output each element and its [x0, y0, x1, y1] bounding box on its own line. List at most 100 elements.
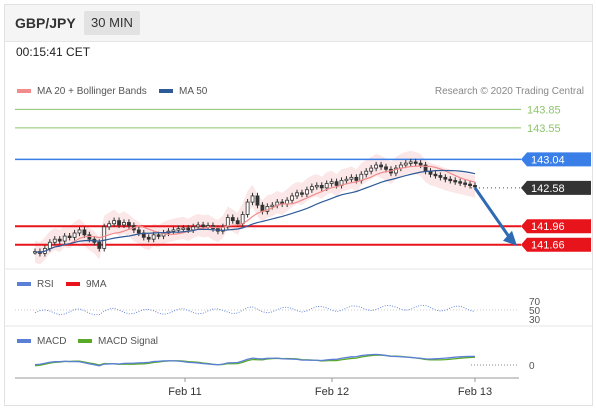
price-tags: 143.85 143.55 143.04 142.58 141.96 141.66 [521, 104, 591, 252]
candle-body [122, 222, 126, 226]
ma50-legend-swatch [159, 89, 173, 93]
candle-body [245, 201, 250, 215]
candle-body [433, 173, 438, 177]
candle-body [186, 227, 191, 231]
candle-body [295, 192, 299, 197]
candle-body [196, 224, 201, 228]
candle-body [112, 220, 117, 225]
candle-body [47, 241, 52, 249]
rsi-legend-swatch [17, 282, 31, 286]
candle-body [260, 204, 265, 212]
candle-body [473, 184, 477, 188]
candle-body [52, 238, 57, 243]
price-tag-141.96 [521, 219, 591, 234]
ma20-legend-label: MA 20 + Bollinger Bands [37, 86, 147, 97]
x-axis: Feb 11 Feb 12 Feb 13 [168, 378, 492, 398]
candle-body [309, 186, 314, 191]
macd-zero-label: 0 [529, 361, 535, 372]
candle-body [413, 161, 418, 164]
candle-body [290, 195, 294, 201]
timeframe-button[interactable]: 30 MIN [84, 11, 140, 35]
ma20-line [34, 165, 476, 254]
candle-body [374, 164, 379, 169]
candle-body [127, 222, 131, 226]
credit-text: Research © 2020 Trading Central [435, 86, 584, 97]
candle-body [97, 241, 102, 249]
forecast-arrow-shaft [473, 187, 511, 238]
candle-body [458, 181, 463, 184]
signal-legend-label: MACD Signal [98, 336, 158, 347]
candle-body [314, 184, 319, 188]
x-tick-label: Feb 13 [458, 386, 492, 398]
candle-body [418, 162, 423, 166]
candle-body [206, 225, 210, 228]
candle-body [146, 236, 151, 240]
header: GBP/JPY 30 MIN [5, 5, 592, 42]
macd-panel: 0 [34, 353, 535, 372]
ma9-legend-label: 9MA [86, 279, 107, 290]
candle-body [151, 234, 156, 240]
moving-averages [34, 165, 517, 254]
rsi-level-50: 50 [529, 306, 541, 317]
level-label-143.55: 143.55 [527, 123, 561, 135]
x-tick-label: Feb 12 [315, 386, 349, 398]
macd-line [34, 353, 476, 367]
candle-body [349, 176, 354, 180]
candle-body [201, 224, 205, 227]
candle-body [270, 204, 275, 208]
candle-body [72, 232, 77, 238]
candle-body [87, 234, 92, 240]
candle-body [344, 178, 349, 182]
candle-body [468, 183, 472, 187]
ma20-legend-swatch [17, 89, 31, 93]
candle-body [305, 189, 309, 195]
candle-body [57, 238, 62, 242]
candle-body [255, 195, 260, 206]
candle-body [354, 176, 359, 181]
price-tag-text-142.58: 142.58 [531, 183, 565, 195]
clock: 00:15:41 CET [16, 45, 91, 59]
candle-body [225, 217, 230, 228]
price-tag-142.58 [521, 180, 591, 195]
candle-body [324, 183, 329, 189]
candle-body [443, 176, 448, 180]
candle-body [230, 217, 235, 222]
candle-body [448, 178, 453, 182]
candle-body [369, 167, 374, 172]
candle-body [364, 170, 369, 175]
candle-body [408, 161, 413, 164]
chart-widget: GBP/JPY 30 MIN 00:15:41 CET MA 20 + Boll… [4, 4, 593, 406]
level-label-143.85: 143.85 [527, 104, 561, 116]
candle-body [220, 226, 225, 232]
candle-body [171, 229, 176, 232]
ma50-legend-label: MA 50 [179, 86, 208, 97]
candle-body [181, 227, 186, 230]
candle-body [107, 223, 112, 228]
candle-body [463, 182, 468, 185]
x-tick-label: Feb 11 [168, 386, 201, 398]
candle-body [453, 180, 458, 183]
candle-body [67, 235, 72, 238]
rsi-level-70: 70 [529, 297, 541, 308]
price-levels [15, 108, 521, 246]
candle-body [379, 164, 383, 168]
macd-legend-label: MACD [37, 336, 66, 347]
candle-body [191, 226, 196, 231]
candles [33, 158, 477, 257]
candle-body [235, 220, 240, 225]
symbol-title: GBP/JPY [15, 15, 76, 31]
candle-body [136, 229, 141, 234]
rsi-legend-label: RSI [37, 279, 54, 290]
price-tag-text-141.66: 141.66 [531, 240, 565, 252]
candle-body [438, 175, 443, 178]
candle-body [82, 229, 87, 236]
candle-body [384, 166, 388, 170]
candle-body [403, 162, 408, 166]
price-tag-text-141.96: 141.96 [531, 221, 565, 233]
candle-body [334, 181, 339, 186]
candle-body [319, 184, 324, 189]
signal-legend-swatch [78, 339, 92, 343]
price-tag-141.66 [521, 237, 591, 252]
candle-body [62, 235, 67, 242]
